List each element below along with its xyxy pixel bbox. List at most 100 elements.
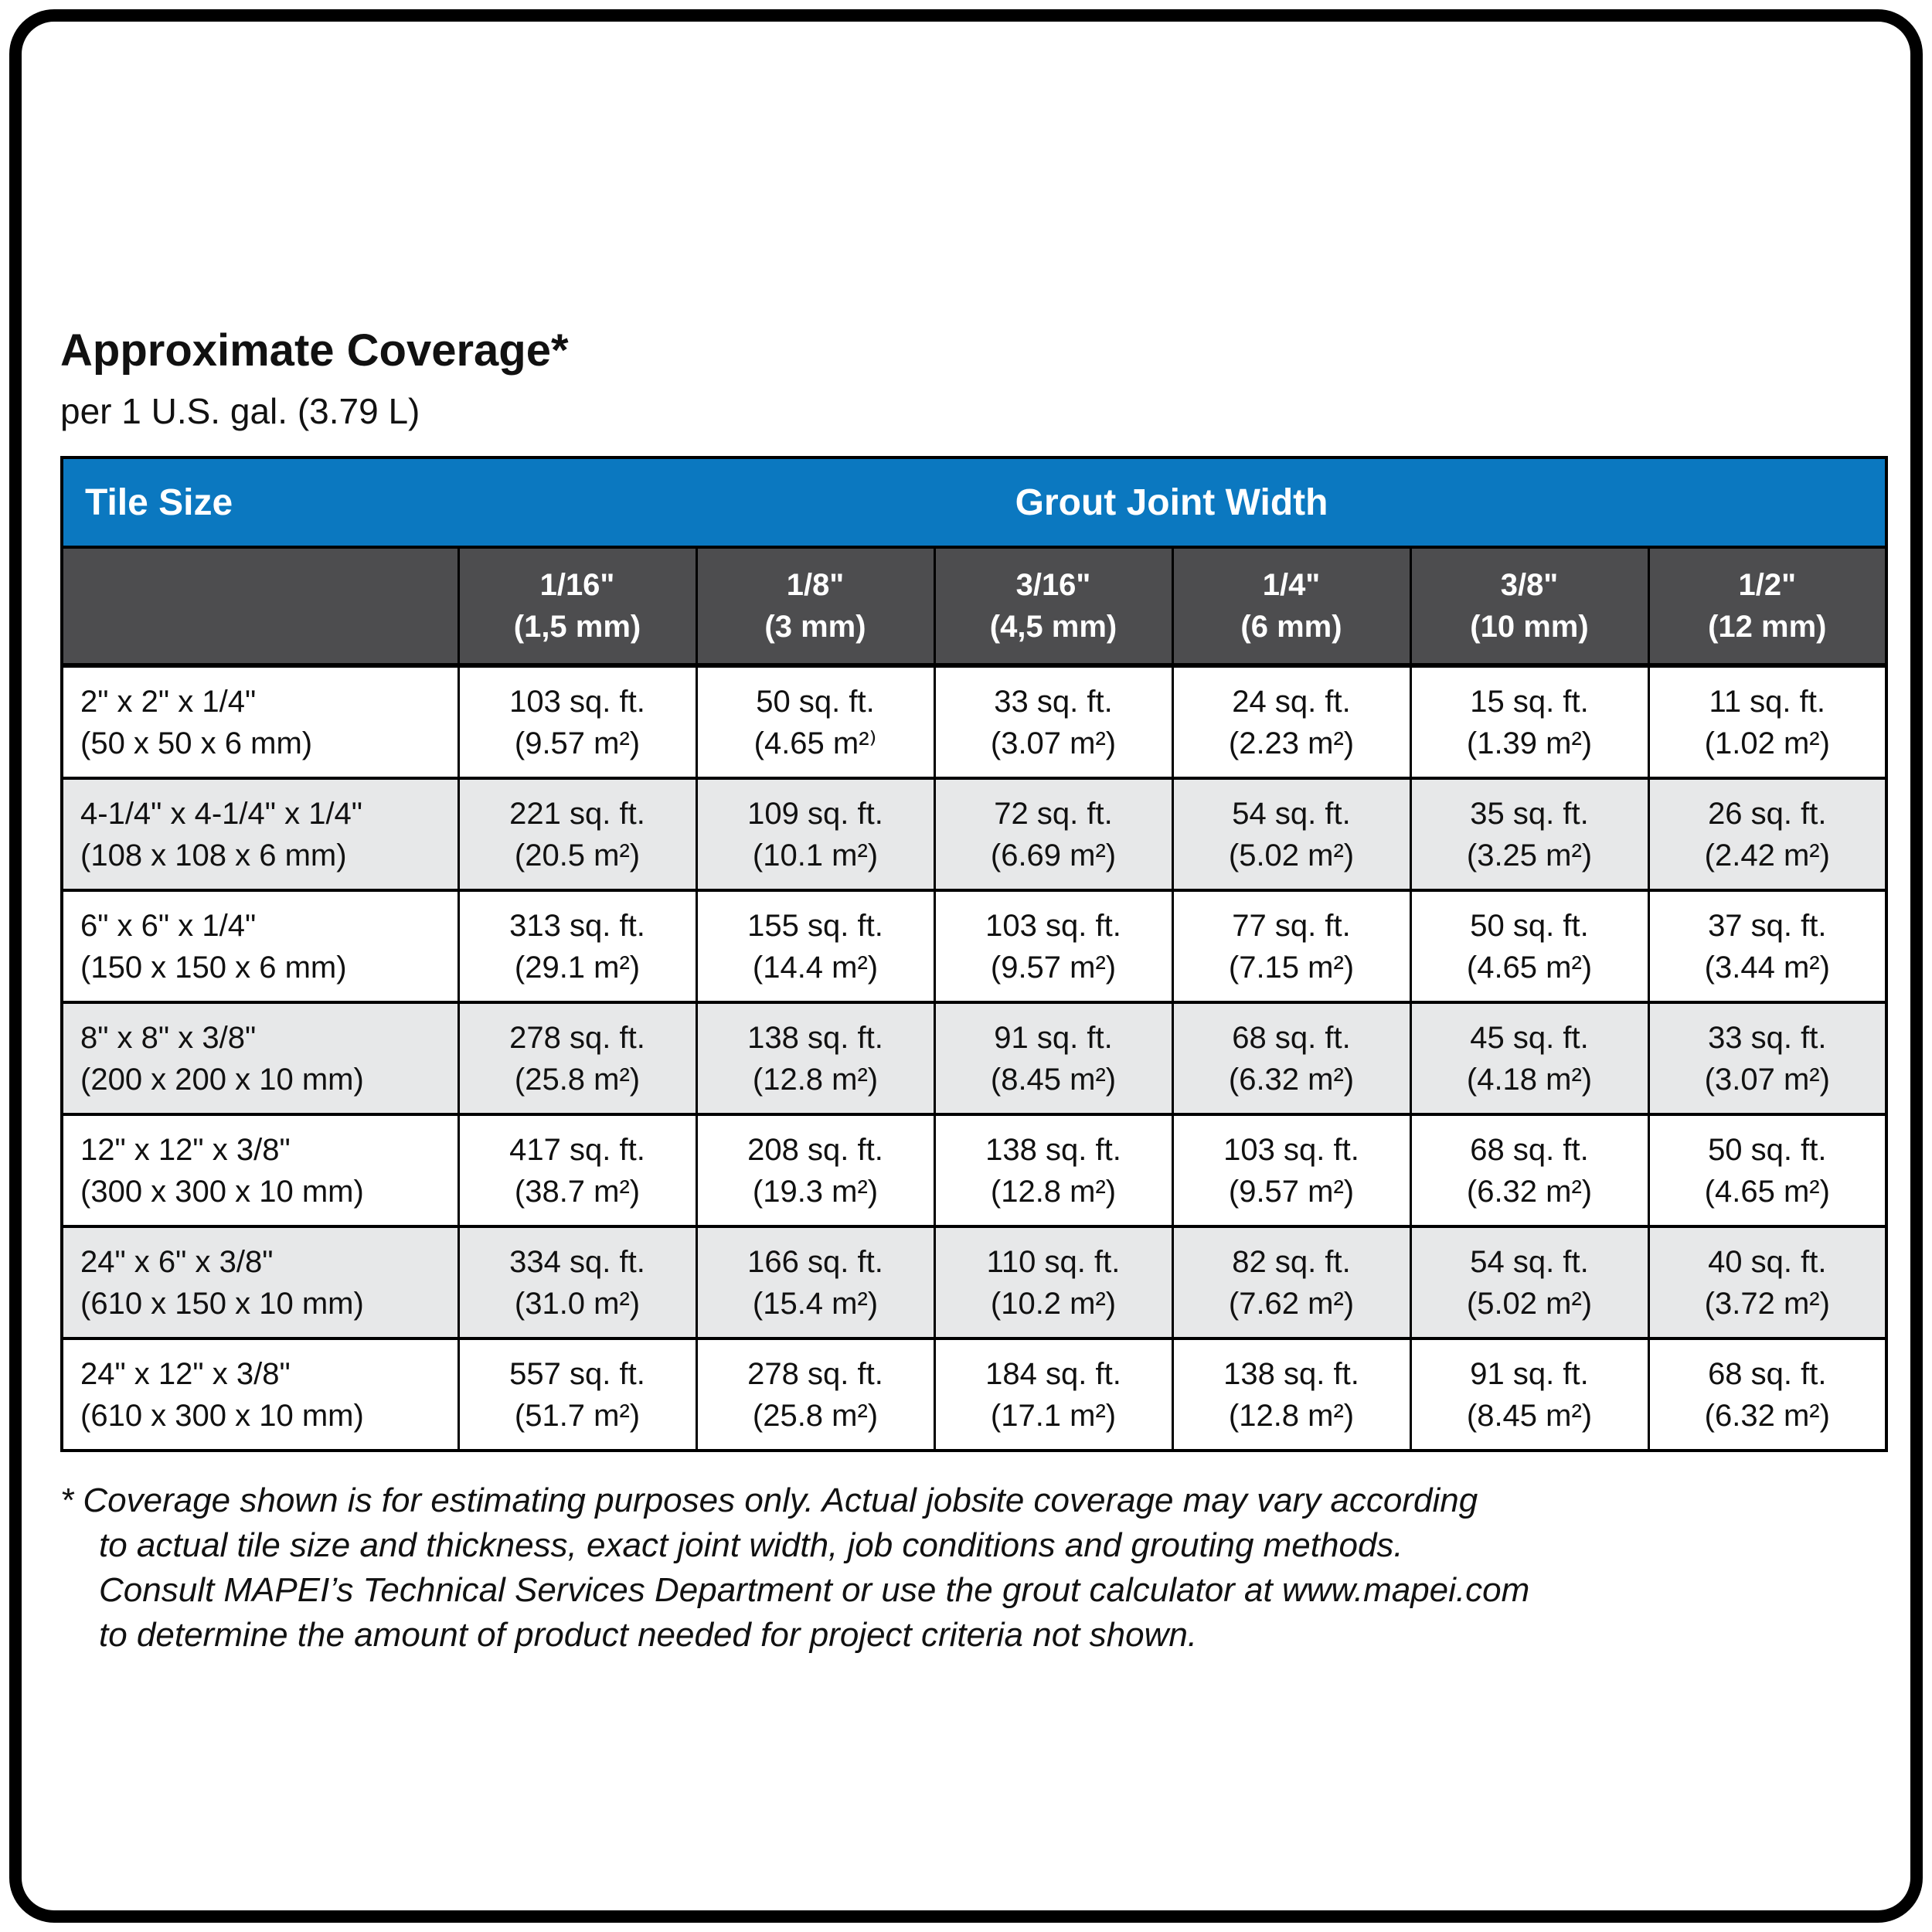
tile-size-mm: (610 x 300 x 10 mm) xyxy=(80,1398,364,1433)
tile-size-inches: 2" x 2" x 1/4" xyxy=(80,684,257,719)
col-header-inches: 1/16" xyxy=(539,568,615,602)
coverage-cell: 15 sq. ft. (1.39 m²) xyxy=(1409,664,1650,778)
table-row: 12" x 12" x 3/8" (300 x 300 x 10 mm) 417… xyxy=(60,1113,1888,1226)
coverage-sqft: 33 sq. ft. xyxy=(1708,1020,1827,1055)
page-subtitle: per 1 U.S. gal. (3.79 L) xyxy=(60,391,420,431)
coverage-m2: (25.8 m²) xyxy=(752,1398,879,1433)
coverage-sqft: 50 sq. ft. xyxy=(1708,1132,1827,1167)
coverage-cell: 68 sq. ft. (6.32 m²) xyxy=(1647,1337,1888,1451)
table-header-row: Tile Size Grout Joint Width xyxy=(62,457,1887,547)
coverage-m2: (19.3 m²) xyxy=(752,1174,879,1209)
coverage-m2: (3.07 m²) xyxy=(990,726,1117,760)
coverage-sqft: 68 sq. ft. xyxy=(1232,1020,1351,1055)
tile-size-cell: 2" x 2" x 1/4" (50 x 50 x 6 mm) xyxy=(60,664,460,778)
coverage-cell: 103 sq. ft. (9.57 m²) xyxy=(457,664,698,778)
coverage-sqft: 15 sq. ft. xyxy=(1470,684,1589,719)
coverage-sqft: 68 sq. ft. xyxy=(1470,1132,1589,1167)
table-row: 24" x 12" x 3/8" (610 x 300 x 10 mm) 557… xyxy=(60,1337,1888,1451)
coverage-m2: (1.02 m²) xyxy=(1704,726,1830,760)
coverage-cell: 33 sq. ft. (3.07 m²) xyxy=(933,664,1174,778)
coverage-sqft: 557 sq. ft. xyxy=(509,1356,645,1391)
table-row: 8" x 8" x 3/8" (200 x 200 x 10 mm) 278 s… xyxy=(60,1001,1888,1114)
coverage-cell: 37 sq. ft. (3.44 m²) xyxy=(1647,889,1888,1002)
tile-size-mm: (150 x 150 x 6 mm) xyxy=(80,950,347,985)
coverage-cell: 82 sq. ft. (7.62 m²) xyxy=(1171,1225,1412,1338)
tile-size-mm: (200 x 200 x 10 mm) xyxy=(80,1062,364,1097)
coverage-sqft: 103 sq. ft. xyxy=(509,684,645,719)
tile-size-inches: 12" x 12" x 3/8" xyxy=(80,1132,291,1167)
tile-size-inches: 6" x 6" x 1/4" xyxy=(80,908,257,943)
col-header-mm: (12 mm) xyxy=(1708,610,1827,644)
coverage-cell: 313 sq. ft. (29.1 m²) xyxy=(457,889,698,1002)
card-border: Approximate Coverage* per 1 U.S. gal. (3… xyxy=(9,9,1923,1923)
coverage-m2: (8.45 m²) xyxy=(1466,1398,1593,1433)
coverage-sqft: 33 sq. ft. xyxy=(994,684,1113,719)
coverage-sqft: 37 sq. ft. xyxy=(1708,908,1827,943)
coverage-cell: 557 sq. ft. (51.7 m²) xyxy=(457,1337,698,1451)
coverage-m2: (20.5 m²) xyxy=(514,838,641,872)
coverage-cell: 155 sq. ft. (14.4 m²) xyxy=(695,889,936,1002)
coverage-sqft: 208 sq. ft. xyxy=(747,1132,883,1167)
coverage-sqft: 54 sq. ft. xyxy=(1232,796,1351,831)
coverage-m2: (29.1 m²) xyxy=(514,950,641,985)
coverage-m2: (10.2 m²) xyxy=(990,1286,1117,1321)
coverage-cell: 54 sq. ft. (5.02 m²) xyxy=(1409,1225,1650,1338)
coverage-m2: (12.8 m²) xyxy=(752,1062,879,1097)
coverage-sqft: 50 sq. ft. xyxy=(1470,908,1589,943)
coverage-cell: 40 sq. ft. (3.72 m²) xyxy=(1647,1225,1888,1338)
table-row: 24" x 6" x 3/8" (610 x 150 x 10 mm) 334 … xyxy=(60,1225,1888,1338)
coverage-sqft: 91 sq. ft. xyxy=(994,1020,1113,1055)
coverage-sqft: 72 sq. ft. xyxy=(994,796,1113,831)
coverage-sqft: 54 sq. ft. xyxy=(1470,1244,1589,1279)
coverage-sqft: 91 sq. ft. xyxy=(1470,1356,1589,1391)
subheader-empty-cell xyxy=(60,546,460,668)
coverage-cell: 11 sq. ft. (1.02 m²) xyxy=(1647,664,1888,778)
tile-size-cell: 12" x 12" x 3/8" (300 x 300 x 10 mm) xyxy=(60,1113,460,1226)
coverage-cell: 166 sq. ft. (15.4 m²) xyxy=(695,1225,936,1338)
coverage-cell: 278 sq. ft. (25.8 m²) xyxy=(695,1337,936,1451)
coverage-cell: 221 sq. ft. (20.5 m²) xyxy=(457,777,698,890)
coverage-m2: (6.32 m²) xyxy=(1228,1062,1355,1097)
coverage-cell: 138 sq. ft. (12.8 m²) xyxy=(933,1113,1174,1226)
tile-size-mm: (300 x 300 x 10 mm) xyxy=(80,1174,364,1209)
coverage-m2: (2.23 m²) xyxy=(1228,726,1355,760)
coverage-m2: (4.65 m²) xyxy=(1704,1174,1830,1209)
footnote-line: * Coverage shown is for estimating purpo… xyxy=(60,1481,1478,1519)
coverage-m2: (3.72 m²) xyxy=(1704,1286,1830,1321)
coverage-cell: 109 sq. ft. (10.1 m²) xyxy=(695,777,936,890)
coverage-cell: 26 sq. ft. (2.42 m²) xyxy=(1647,777,1888,890)
coverage-cell: 138 sq. ft. (12.8 m²) xyxy=(1171,1337,1412,1451)
coverage-m2: (4.65 m²) xyxy=(1466,950,1593,985)
coverage-sqft: 45 sq. ft. xyxy=(1470,1020,1589,1055)
coverage-cell: 110 sq. ft. (10.2 m²) xyxy=(933,1225,1174,1338)
coverage-cell: 417 sq. ft. (38.7 m²) xyxy=(457,1113,698,1226)
table-row: 6" x 6" x 1/4" (150 x 150 x 6 mm) 313 sq… xyxy=(60,889,1888,1002)
coverage-m2: (4.65 m²⁾ xyxy=(753,726,877,760)
col-header-inches: 3/8" xyxy=(1500,568,1559,602)
coverage-m2: (6.32 m²) xyxy=(1704,1398,1830,1433)
col-header-mm: (4,5 mm) xyxy=(989,610,1117,644)
coverage-sqft: 155 sq. ft. xyxy=(747,908,883,943)
coverage-m2: (3.44 m²) xyxy=(1704,950,1830,985)
col-header-mm: (3 mm) xyxy=(764,610,866,644)
coverage-sqft: 278 sq. ft. xyxy=(509,1020,645,1055)
coverage-cell: 103 sq. ft. (9.57 m²) xyxy=(1171,1113,1412,1226)
coverage-cell: 45 sq. ft. (4.18 m²) xyxy=(1409,1001,1650,1114)
tile-size-cell: 24" x 6" x 3/8" (610 x 150 x 10 mm) xyxy=(60,1225,460,1338)
coverage-m2: (25.8 m²) xyxy=(514,1062,641,1097)
coverage-m2: (8.45 m²) xyxy=(990,1062,1117,1097)
coverage-m2: (9.57 m²) xyxy=(990,950,1117,985)
coverage-cell: 33 sq. ft. (3.07 m²) xyxy=(1647,1001,1888,1114)
coverage-sqft: 24 sq. ft. xyxy=(1232,684,1351,719)
header-grout-joint-width: Grout Joint Width xyxy=(458,457,1887,547)
tile-size-inches: 8" x 8" x 3/8" xyxy=(80,1020,257,1055)
coverage-cell: 54 sq. ft. (5.02 m²) xyxy=(1171,777,1412,890)
tile-size-mm: (610 x 150 x 10 mm) xyxy=(80,1286,364,1321)
coverage-m2: (4.18 m²) xyxy=(1466,1062,1593,1097)
col-header-1-2in: 1/2" (12 mm) xyxy=(1647,546,1888,668)
col-header-inches: 3/16" xyxy=(1015,568,1091,602)
coverage-m2: (31.0 m²) xyxy=(514,1286,641,1321)
header-tile-size: Tile Size xyxy=(62,457,458,547)
coverage-cell: 35 sq. ft. (3.25 m²) xyxy=(1409,777,1650,890)
coverage-m2: (6.69 m²) xyxy=(990,838,1117,872)
